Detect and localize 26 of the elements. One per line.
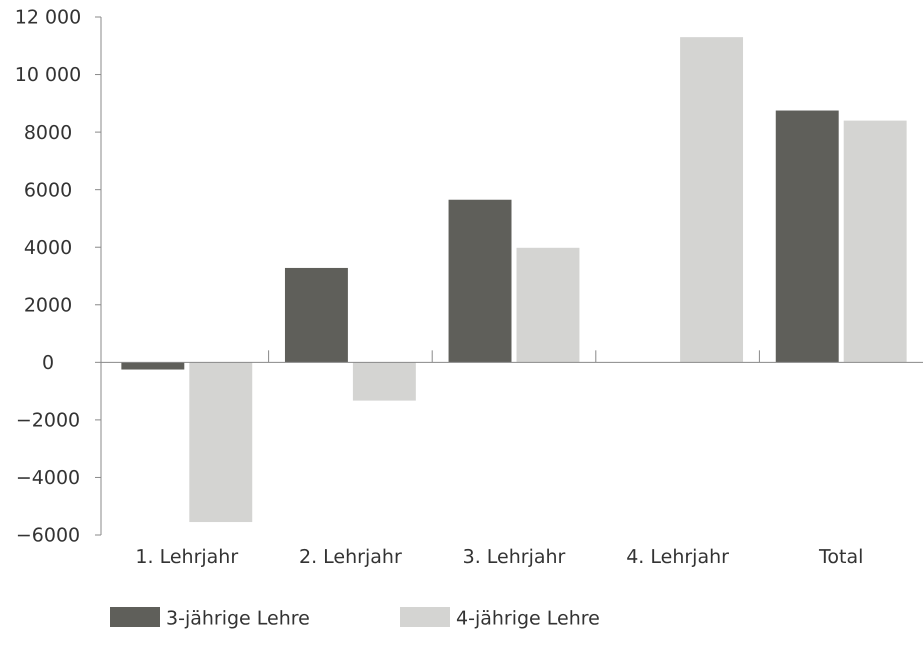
y-tick-label: 10 000 bbox=[14, 64, 82, 86]
bar bbox=[448, 200, 512, 362]
y-tick-label: 6000 bbox=[24, 179, 72, 202]
bar bbox=[284, 268, 348, 362]
bar bbox=[680, 37, 744, 362]
bar bbox=[352, 362, 416, 401]
y-tick-label: 0 bbox=[42, 352, 54, 374]
y-tick-label: 2000 bbox=[24, 294, 72, 316]
legend-label: 4-jährige Lehre bbox=[456, 608, 600, 630]
x-tick-label: Total bbox=[818, 546, 864, 568]
bar bbox=[121, 362, 184, 370]
x-tick-label: 2. Lehrjahr bbox=[299, 546, 402, 568]
x-tick-label: 4. Lehrjahr bbox=[626, 546, 730, 568]
y-tick-label: −2000 bbox=[16, 410, 80, 432]
x-tick-label: 3. Lehrjahr bbox=[462, 546, 566, 568]
x-tick-label: 1. Lehrjahr bbox=[135, 546, 238, 568]
y-tick-label: −6000 bbox=[16, 524, 80, 547]
y-tick-label: 12 000 bbox=[14, 6, 82, 29]
y-tick-label: −4000 bbox=[16, 467, 80, 490]
bar bbox=[516, 248, 580, 362]
bar bbox=[776, 110, 839, 362]
bar bbox=[189, 362, 252, 522]
bar bbox=[844, 120, 907, 362]
y-tick-label: 8000 bbox=[24, 122, 72, 144]
legend-label: 3-jährige Lehre bbox=[166, 608, 310, 630]
y-tick-label: 4000 bbox=[24, 236, 72, 259]
